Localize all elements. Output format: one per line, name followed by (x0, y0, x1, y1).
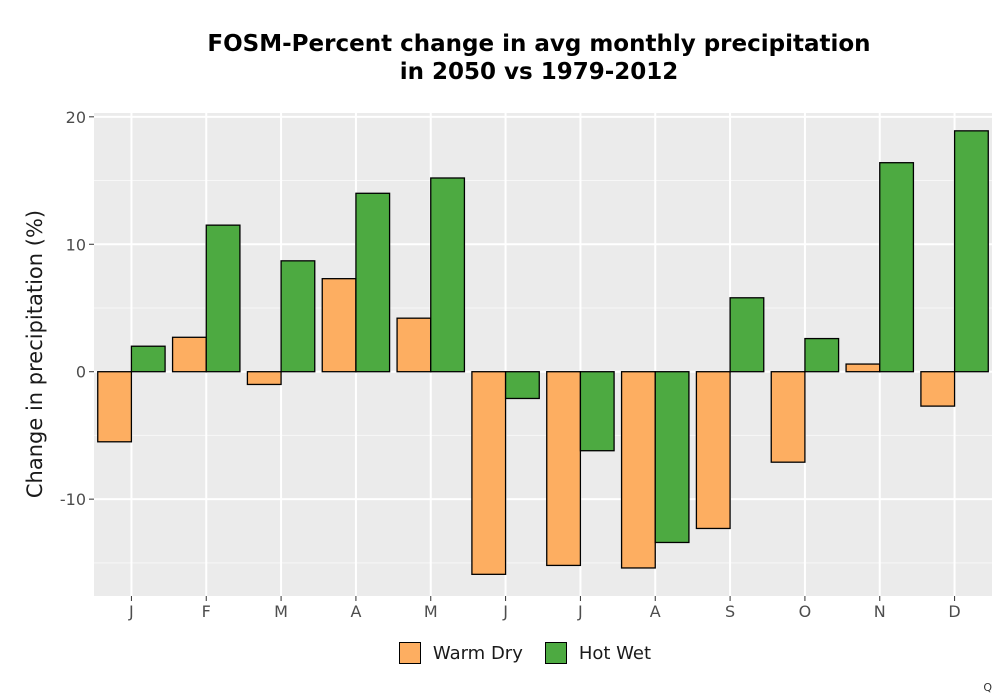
chart-title-line-1: FOSM-Percent change in avg monthly preci… (207, 31, 871, 57)
bar-warm-dry-11 (845, 363, 881, 373)
x-tick-label: M (424, 602, 438, 621)
y-axis-ticks: 20 10 0 -10 (60, 108, 94, 509)
y-tick-label: 10 (66, 235, 86, 254)
x-tick-label: A (350, 602, 361, 621)
legend-label-hot-wet: Hot Wet (578, 642, 652, 664)
legend-label-warm-dry: Warm Dry (432, 642, 523, 664)
bar-warm-dry-2 (171, 336, 207, 373)
legend-swatch-warm-dry (398, 642, 421, 664)
legend: Warm Dry Hot Wet (0, 642, 1000, 664)
bar-hot-wet-1 (130, 345, 166, 373)
plot-panel (94, 113, 992, 596)
x-tick-label: M (274, 602, 288, 621)
y-tick-label: -10 (60, 490, 86, 509)
chart-title-line-2: in 2050 vs 1979-2012 (399, 59, 679, 85)
bar-warm-dry-7 (546, 371, 582, 567)
bar-hot-wet-10 (804, 337, 840, 373)
x-tick-label: A (650, 602, 661, 621)
bar-hot-wet-6 (504, 371, 540, 400)
bar-hot-wet-7 (579, 371, 615, 452)
chart-title: FOSM-Percent change in avg monthly preci… (0, 30, 1000, 86)
x-tick-label: J (502, 602, 508, 621)
x-tick-label: N (874, 602, 886, 621)
y-tick-label: 20 (66, 108, 86, 127)
x-tick-label: O (799, 602, 812, 621)
bar-hot-wet-9 (729, 297, 765, 373)
bar-warm-dry-12 (920, 371, 956, 407)
bar-warm-dry-10 (770, 371, 806, 463)
y-axis-label: Change in precipitation (%) (23, 210, 47, 498)
bar-warm-dry-1 (97, 371, 133, 443)
bar-hot-wet-11 (879, 162, 915, 373)
bar-warm-dry-5 (396, 317, 432, 373)
bar-hot-wet-3 (280, 260, 316, 373)
bar-hot-wet-8 (654, 371, 690, 544)
legend-item-warm-dry: Warm Dry (398, 642, 523, 664)
y-tick-label: 0 (76, 363, 86, 382)
x-tick-label: J (577, 602, 583, 621)
bar-hot-wet-4 (355, 192, 391, 373)
bar-warm-dry-6 (471, 371, 507, 575)
bar-hot-wet-2 (205, 224, 241, 373)
bar-warm-dry-3 (246, 371, 282, 386)
x-tick-label: J (128, 602, 134, 621)
bar-warm-dry-8 (620, 371, 656, 569)
bar-hot-wet-12 (953, 130, 989, 373)
legend-item-hot-wet: Hot Wet (544, 642, 652, 664)
x-tick-label: D (948, 602, 960, 621)
legend-swatch-hot-wet (544, 642, 567, 664)
bar-warm-dry-9 (695, 371, 731, 530)
x-tick-label: F (202, 602, 211, 621)
x-tick-label: S (725, 602, 735, 621)
bars (97, 130, 989, 575)
corner-mark: Q (983, 681, 992, 694)
bar-hot-wet-5 (430, 177, 466, 373)
bar-warm-dry-4 (321, 278, 357, 373)
